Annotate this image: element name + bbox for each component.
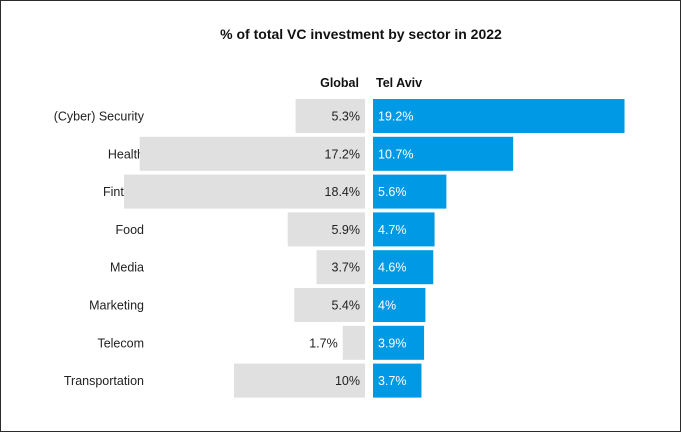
series-header-global: Global [320,76,359,90]
series-header-tel-aviv: Tel Aviv [376,76,422,90]
global-value-label: 5.3% [332,110,361,124]
global-bar [287,212,365,247]
tel-aviv-bar [373,325,425,360]
global-bar [234,363,365,398]
category-label: Telecom [97,336,144,350]
category-label: Media [110,261,144,275]
tel-aviv-value-label: 4.7% [378,223,407,237]
chart-title: % of total VC investment by sector in 20… [220,26,502,42]
global-bar [139,136,365,171]
tel-aviv-bar [373,174,447,209]
category-label: (Cyber) Security [54,110,145,124]
global-value-label: 5.4% [332,299,361,313]
tel-aviv-value-label: 10.7% [378,147,413,161]
category-label: Health [108,147,144,161]
category-label: Transportation [64,374,144,388]
global-bar [123,174,366,209]
tel-aviv-value-label: 3.9% [378,336,407,350]
tel-aviv-bar [373,99,625,133]
tel-aviv-value-label: 5.6% [378,185,407,199]
tel-aviv-bar [373,212,435,247]
tel-aviv-bar [373,363,422,398]
tel-aviv-value-label: 4.6% [378,261,407,275]
global-value-label: 1.7% [309,336,338,350]
category-label: Marketing [89,299,144,313]
global-bar [316,250,365,285]
global-value-label: 17.2% [325,147,360,161]
global-bar [342,325,365,360]
global-value-label: 10% [335,374,360,388]
tel-aviv-bar [373,136,514,171]
tel-aviv-bar [373,250,434,285]
tel-aviv-bar [373,288,426,322]
tel-aviv-value-label: 3.7% [378,374,407,388]
category-label: Food [116,223,145,237]
global-value-label: 5.9% [332,223,361,237]
global-bar [295,99,365,133]
tel-aviv-value-label: 4% [378,299,396,313]
global-value-label: 18.4% [325,185,360,199]
tel-aviv-value-label: 19.2% [378,110,413,124]
global-value-label: 3.7% [332,261,361,275]
global-bar [294,288,365,322]
bars-group: (Cyber) Security 5.3% 19.2% Health 17.2% 10.7… [54,99,625,398]
